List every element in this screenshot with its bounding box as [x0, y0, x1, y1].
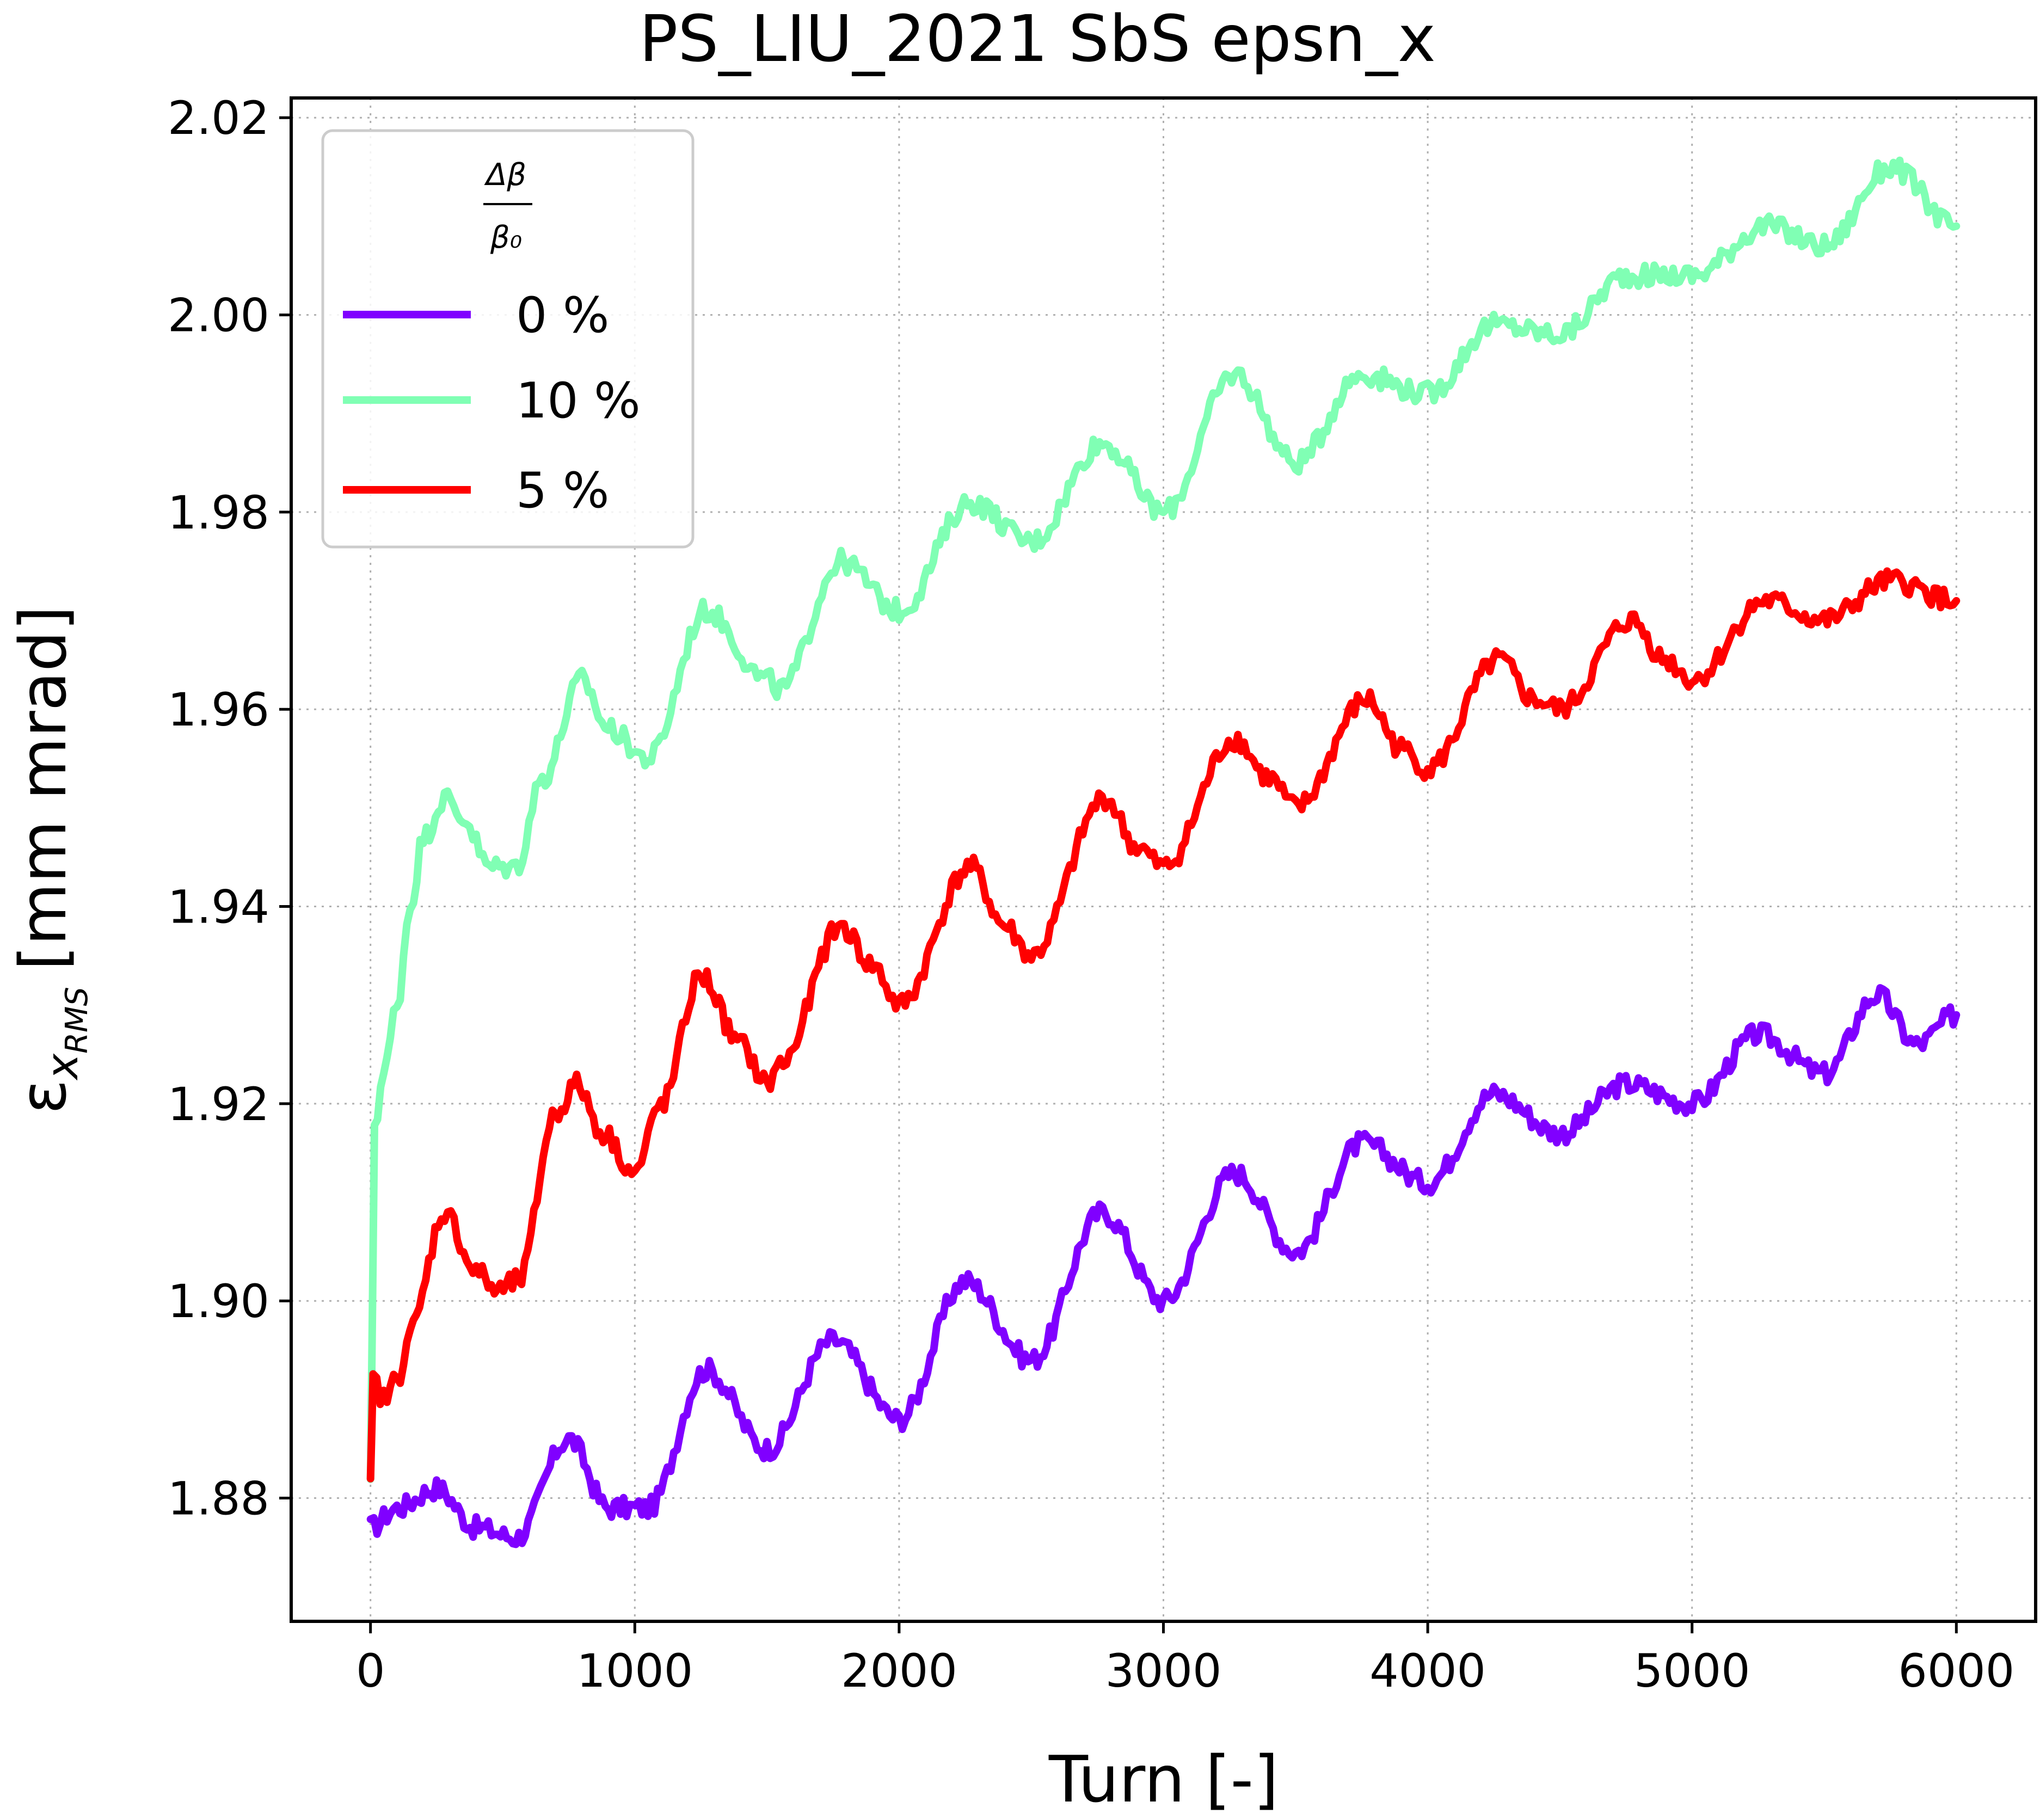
y-axis-ticks: 1.88 1.90 1.92 1.94 1.96 1.98 2.00 2.02 [168, 91, 291, 1526]
legend-title-numerator: Δβ [484, 157, 526, 193]
legend-label: 10 % [516, 372, 641, 429]
series-layer [366, 156, 1961, 1548]
y-axis-label-subsub: RMS [59, 987, 95, 1054]
y-axis-label-symbol: ε [5, 1079, 81, 1114]
legend-entries: 0 % 10 % 5 % [343, 287, 641, 519]
legend: Δβ β₀ 0 % 10 % 5 % [321, 129, 695, 549]
chart-title: PS_LIU_2021 SbS epsn_x [639, 1, 1436, 76]
x-tick-label: 2000 [841, 1644, 957, 1698]
y-tick-label: 1.96 [168, 683, 269, 736]
legend-label: 0 % [516, 287, 609, 344]
x-tick-label: 0 [356, 1644, 385, 1698]
y-axis-label: εxRMS [mm mrad] [5, 606, 95, 1114]
series-line-2 [366, 567, 1961, 1483]
y-tick-label: 1.88 [168, 1472, 269, 1526]
y-tick-label: 1.98 [168, 486, 269, 539]
legend-label: 5 % [516, 462, 609, 519]
y-axis-label-sub: x [37, 1053, 88, 1081]
legend-title-denominator: β₀ [490, 220, 522, 255]
y-tick-label: 1.92 [168, 1078, 269, 1131]
x-axis-label: Turn [-] [1048, 1742, 1279, 1817]
x-tick-label: 3000 [1105, 1644, 1222, 1698]
series-line-0 [366, 984, 1961, 1548]
x-axis-ticks: 0 1000 2000 3000 4000 5000 6000 [356, 1621, 2014, 1698]
x-tick-label: 6000 [1898, 1644, 2014, 1698]
y-axis-label-unit: [mm mrad] [5, 606, 81, 970]
y-tick-label: 2.00 [168, 289, 269, 342]
legend-box [321, 129, 695, 549]
x-tick-label: 1000 [576, 1644, 693, 1698]
y-tick-label: 1.90 [168, 1275, 269, 1328]
x-tick-label: 4000 [1369, 1644, 1486, 1698]
x-tick-label: 5000 [1634, 1644, 1750, 1698]
series-line-1 [366, 156, 1961, 1483]
y-tick-label: 2.02 [168, 91, 269, 145]
y-tick-label: 1.94 [168, 881, 269, 934]
